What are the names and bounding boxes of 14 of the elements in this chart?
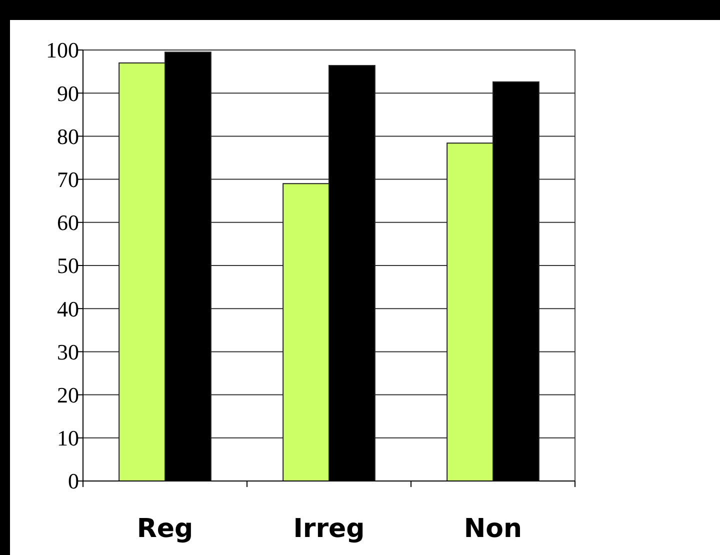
y-tick-label: 60: [57, 210, 79, 236]
y-tick-label: 100: [46, 38, 79, 63]
x-tick-label: Reg: [136, 514, 194, 544]
y-tick-label: 30: [57, 339, 79, 364]
y-tick-label: 80: [57, 124, 79, 149]
y-tick-label: 10: [57, 426, 79, 451]
y-tick-label: 40: [57, 296, 79, 322]
x-tick-label: Irreg: [293, 514, 365, 544]
y-tick-label: 20: [57, 382, 79, 408]
x-tick-label: Non: [464, 514, 522, 544]
y-tick-label: 70: [57, 167, 79, 192]
y-tick-label: 90: [57, 80, 79, 106]
y-tick-label: 50: [57, 253, 79, 278]
y-tick-label: 0: [68, 468, 79, 494]
